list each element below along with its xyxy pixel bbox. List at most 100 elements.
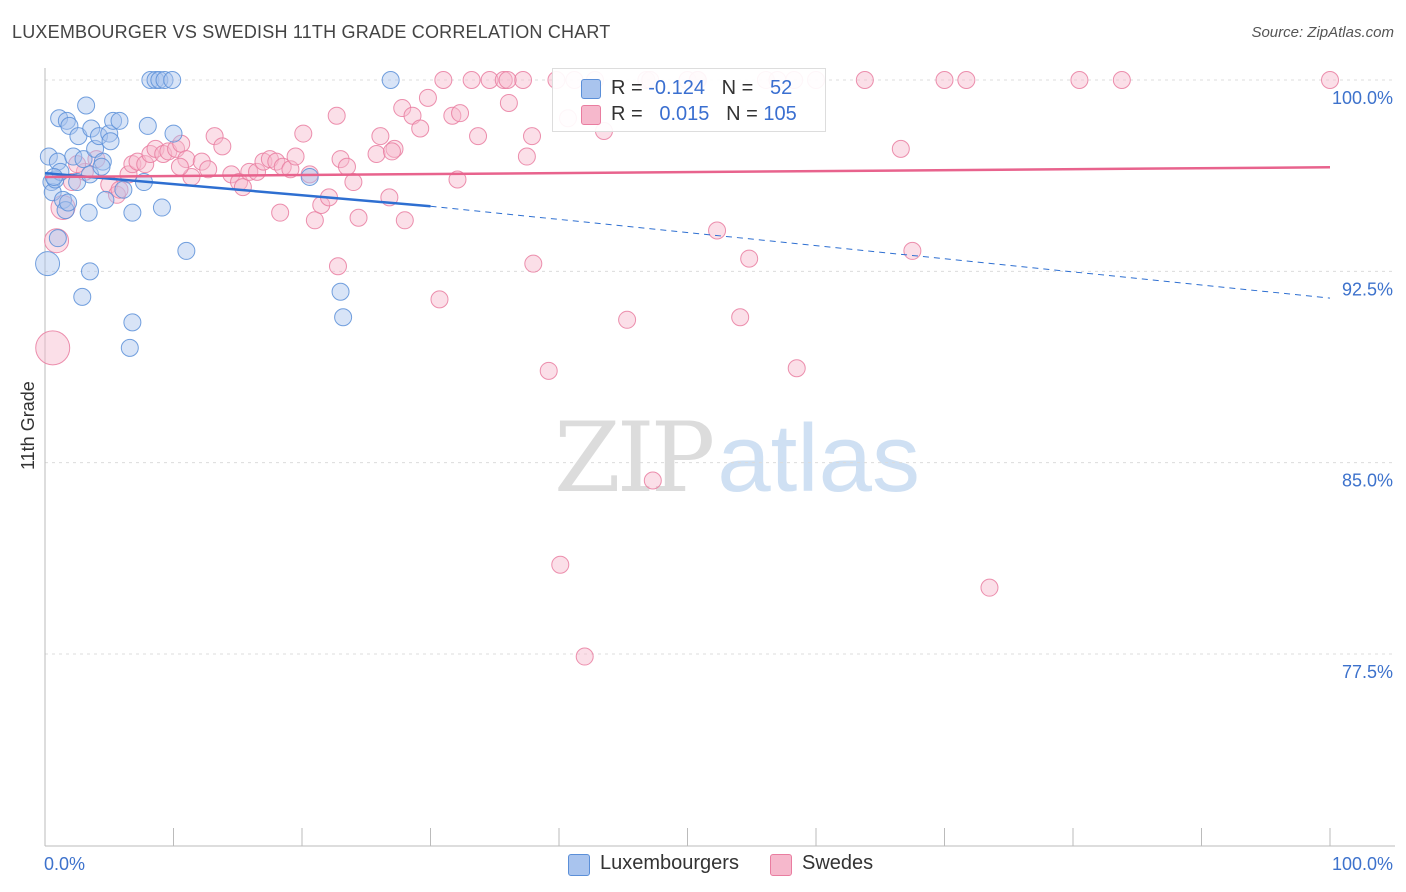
y-tick-label: 92.5% [1342, 279, 1393, 299]
swedes-point [480, 71, 499, 89]
swedes-point [891, 139, 910, 158]
swedes-point [1321, 71, 1339, 89]
luxembourgers-point [57, 111, 76, 130]
swedes-point [462, 71, 481, 89]
swedes-point [305, 211, 324, 230]
legend-label-swedes: Swedes [802, 852, 874, 874]
axes [44, 68, 1395, 847]
luxembourgers-point [163, 71, 182, 89]
luxembourgers-point [73, 287, 92, 306]
legend-swatch-blue [581, 79, 601, 99]
luxembourgers-point [152, 198, 171, 217]
swedes-point [192, 152, 211, 171]
swedes-point [957, 71, 976, 89]
luxembourgers-trend-extension [430, 205, 1331, 299]
swedes-point [787, 359, 806, 378]
swedes-point [349, 208, 368, 227]
luxembourgers-point [334, 308, 353, 327]
legend-n-value: 52 [770, 77, 793, 99]
trend-lines [44, 165, 1331, 299]
swedes-point [434, 71, 453, 89]
luxembourgers-point [79, 203, 98, 222]
swedes-point [855, 71, 874, 89]
luxembourgers-point [74, 150, 93, 169]
swedes-point [233, 178, 252, 197]
legend-swatch-pink [770, 854, 792, 876]
swedes-point [35, 330, 71, 366]
swedes-point [344, 173, 363, 192]
legend-r-value: -0.124 [648, 77, 705, 99]
swedes-point [395, 211, 414, 230]
luxembourgers-trend-line [44, 171, 431, 208]
swedes-point [469, 127, 488, 146]
swedes-point [337, 157, 356, 176]
swedes-point [123, 155, 142, 174]
luxembourgers-point [77, 96, 96, 115]
luxembourgers-point [48, 229, 67, 248]
legend-r-label: R = [611, 103, 649, 125]
swedes-point [524, 254, 543, 273]
tick-labels: 100.0% 92.5% 85.0% 77.5% 0.0% 100.0% [44, 88, 1393, 874]
luxembourgers-point [104, 111, 123, 130]
swedes-point [551, 555, 570, 574]
swedes-point [643, 471, 662, 490]
luxembourgers-point [177, 241, 196, 260]
luxembourgers-point [82, 119, 101, 138]
swedes-point [141, 144, 160, 163]
legend-r-value: 0.015 [659, 103, 710, 125]
legend-n-label: N = [721, 77, 759, 99]
luxembourgers-point [101, 132, 120, 151]
swedes-point [935, 71, 954, 89]
luxembourgers-point [381, 71, 400, 89]
swedes-point [371, 127, 390, 146]
luxembourgers-point [155, 71, 174, 89]
luxembourgers-point [138, 116, 157, 135]
luxembourgers-point [96, 190, 115, 209]
swedes-point [448, 170, 467, 189]
luxembourgers-point [164, 124, 183, 143]
y-tick-label: 77.5% [1342, 662, 1393, 682]
source-label: Source: ZipAtlas.com [1251, 24, 1394, 41]
legend-label-luxembourgers: Luxembourgers [600, 852, 739, 874]
swedes-point [328, 257, 347, 276]
swedes-point [199, 160, 218, 179]
swedes-trend-line [44, 165, 1331, 179]
swedes-point [494, 71, 513, 89]
swedes-point [523, 127, 542, 146]
swedes-point [271, 203, 290, 222]
legend-n-value: 105 [763, 103, 797, 125]
stats-legend: R = -0.124 N = 52 R = 0.015 N = 105 [552, 68, 826, 132]
legend-swatch-blue [568, 854, 590, 876]
luxembourgers-point [92, 157, 111, 176]
luxembourgers-point [39, 147, 58, 166]
swedes-points [35, 71, 1339, 666]
luxembourgers-point [64, 147, 83, 166]
luxembourgers-point [123, 203, 142, 222]
swedes-point [1112, 71, 1131, 89]
y-tick-label: 85.0% [1342, 471, 1393, 491]
luxembourgers-point [89, 127, 108, 146]
chart-title: LUXEMBOURGER VS SWEDISH 11TH GRADE CORRE… [12, 22, 611, 42]
luxembourgers-point [120, 338, 139, 357]
luxembourgers-point [110, 111, 129, 130]
swedes-point [499, 93, 518, 112]
luxembourgers-point [80, 262, 99, 281]
swedes-point [498, 71, 517, 89]
swedes-point [708, 221, 727, 240]
swedes-point [213, 137, 232, 156]
swedes-point [514, 71, 533, 89]
luxembourgers-point [331, 282, 350, 301]
swedes-point [618, 310, 637, 329]
swedes-point [1070, 71, 1089, 89]
swedes-point [294, 124, 313, 143]
watermark-zip: ZIP [554, 402, 715, 514]
luxembourgers-point [123, 313, 142, 332]
luxembourgers-point [300, 167, 319, 186]
swedes-point [517, 147, 536, 166]
x-tick-label-min: 0.0% [44, 854, 85, 874]
swedes-point [418, 88, 437, 107]
swedes-point [411, 119, 430, 138]
swedes-point [740, 249, 759, 268]
swedes-point [539, 361, 558, 380]
swedes-point [110, 180, 129, 199]
